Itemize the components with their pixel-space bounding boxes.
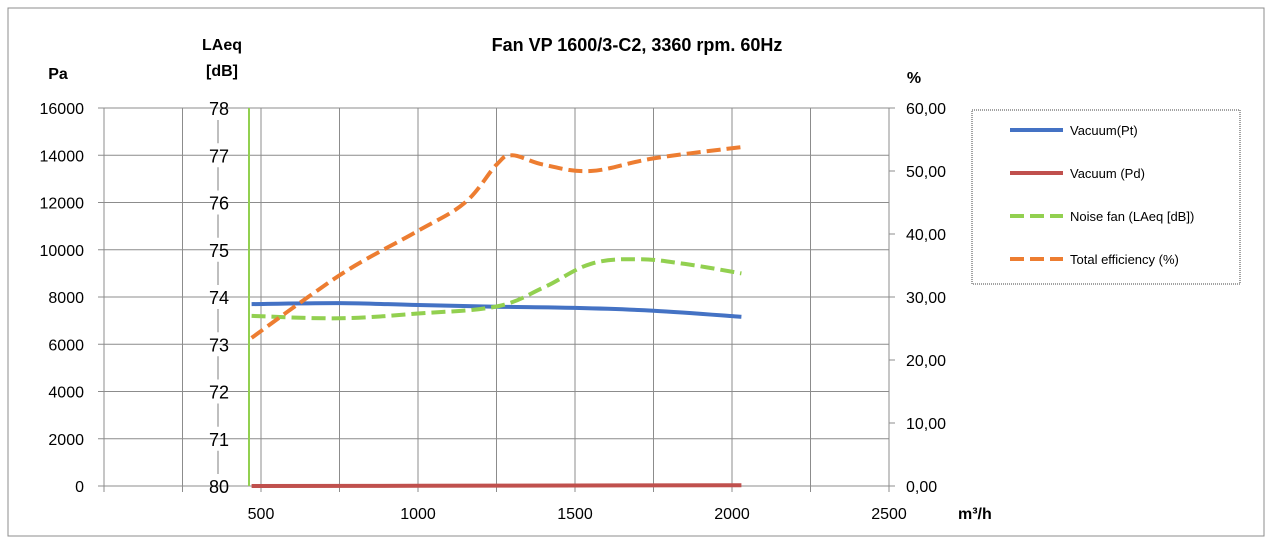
laeq-tick-label: 71 <box>209 430 229 450</box>
legend-label-0: Vacuum(Pt) <box>1070 123 1138 138</box>
legend-box <box>971 109 1241 285</box>
x-tick-label: 2500 <box>871 506 907 523</box>
pa-tick-label: 10000 <box>40 243 85 260</box>
pa-tick-label: 6000 <box>48 337 84 354</box>
series-line-2 <box>251 257 742 321</box>
chart-title: Fan VP 1600/3-C2, 3360 rpm. 60Hz <box>492 35 783 55</box>
x-axis-label: m³/h <box>958 506 992 523</box>
pct-axis-label: % <box>907 70 921 87</box>
pct-tick-label: 10,00 <box>906 416 946 433</box>
pa-tick-label: 8000 <box>48 290 84 307</box>
laeq-tick-label: 74 <box>209 288 229 308</box>
laeq-axis-label-line1: LAeq <box>202 37 242 54</box>
pct-tick-label: 20,00 <box>906 353 946 370</box>
pct-tick-label: 40,00 <box>906 227 946 244</box>
laeq-tick-label: 77 <box>209 146 229 166</box>
laeq-tick-label: 76 <box>209 194 229 214</box>
pa-tick-label: 2000 <box>48 432 84 449</box>
laeq-tick-label: 75 <box>209 241 229 261</box>
legend-label-1: Vacuum (Pd) <box>1070 166 1145 181</box>
pct-tick-label: 50,00 <box>906 164 946 181</box>
series-layer <box>250 145 742 488</box>
pa-axis-label: Pa <box>48 66 68 83</box>
laeq-tick-label: 80 <box>209 477 229 497</box>
laeq-tick-label: 73 <box>209 335 229 355</box>
laeq-tick-label: 72 <box>209 383 229 403</box>
laeq-axis-label-line2: [dB] <box>206 63 238 80</box>
x-tick-label: 500 <box>248 506 275 523</box>
x-tick-label: 1000 <box>400 506 436 523</box>
legend-label-2: Noise fan (LAeq [dB]) <box>1070 209 1194 224</box>
pa-tick-label: 4000 <box>48 385 84 402</box>
pct-tick-label: 60,00 <box>906 101 946 118</box>
pa-tick-label: 12000 <box>40 196 85 213</box>
x-tick-label: 1500 <box>557 506 593 523</box>
pct-tick-label: 0,00 <box>906 479 937 496</box>
laeq-tick-label: 78 <box>209 99 229 119</box>
pa-tick-label: 14000 <box>40 148 85 165</box>
pct-tick-label: 30,00 <box>906 290 946 307</box>
series-line-1 <box>251 483 742 488</box>
pa-tick-label: 16000 <box>40 101 85 118</box>
pa-tick-label: 0 <box>75 479 84 496</box>
axis-layer: 0 2000 4000 6000 8000 10000 12000 14000 16000 500… <box>40 37 992 523</box>
series-line-3 <box>250 145 742 340</box>
x-tick-label: 2000 <box>714 506 750 523</box>
legend-label-3: Total efficiency (%) <box>1070 252 1179 267</box>
legend: Vacuum(Pt) Vacuum (Pd) Noise fan (LAeq [dB… <box>971 109 1241 285</box>
